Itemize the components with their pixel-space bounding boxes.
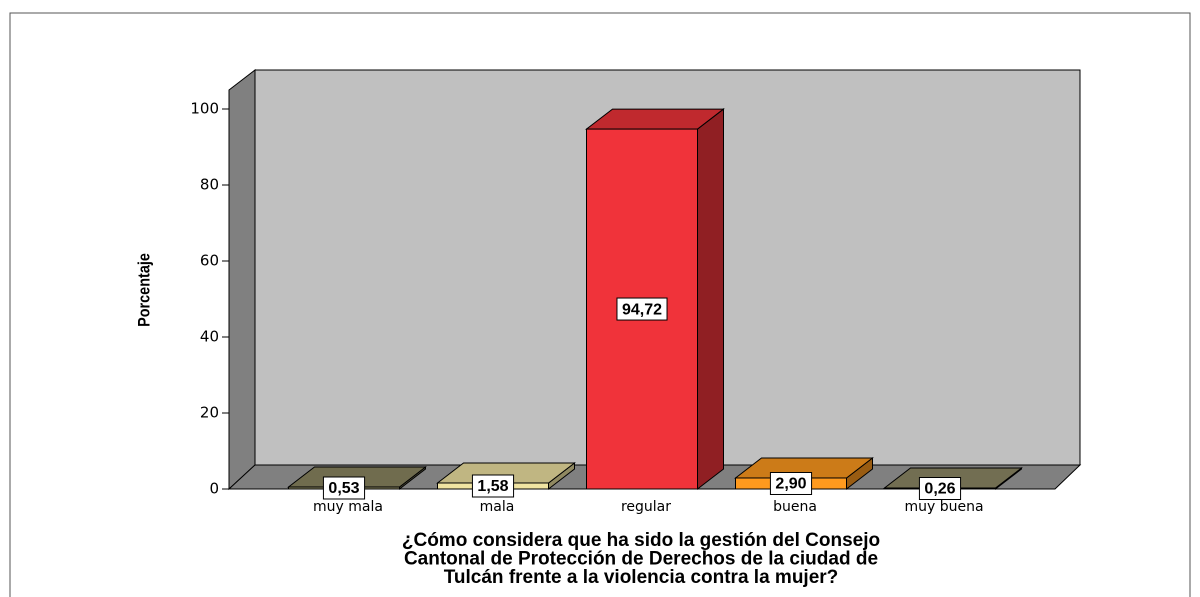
value-label-bg [322,476,366,500]
x-tick-label: muy buena [904,499,983,515]
left-wall [228,68,256,491]
y-tick-label: 40 [200,328,219,346]
value-label-box: 0,53 [322,476,366,500]
value-label-box: 1,58 [471,474,515,498]
x-tick-label: mala [480,499,515,515]
value-label-bg [471,474,515,498]
bar-side [697,108,724,491]
value-label-bg [616,297,668,321]
value-label-bg [918,477,962,501]
y-axis-label: Porcentaje [135,253,153,327]
x-axis-label: Cantonal de Protección de Derechos de la… [404,549,878,570]
value-label: 94,72 [622,301,662,318]
value-label: 1,58 [477,478,508,495]
x-tick-label: muy mala [313,499,383,515]
y-tick-label: 60 [200,252,219,270]
x-tick-label: regular [621,499,671,515]
x-axis-label: Tulcán frente a la violencia contra la m… [444,567,839,588]
value-label: 0,26 [924,481,955,498]
y-tick-label: 100 [190,100,219,118]
value-label-box: 2,90 [769,471,813,495]
x-axis-label: ¿Cómo considera que ha sido la gestión d… [402,530,880,551]
value-label-box: 94,72 [616,297,668,321]
value-label-bg [769,471,813,495]
value-label: 2,90 [775,476,806,493]
value-label-box: 0,26 [918,477,962,501]
y-tick-label: 0 [209,480,219,498]
y-tick-label: 20 [200,404,219,422]
x-tick-label: buena [773,499,817,515]
y-tick-label: 80 [200,176,219,194]
value-label: 0,53 [328,480,359,497]
